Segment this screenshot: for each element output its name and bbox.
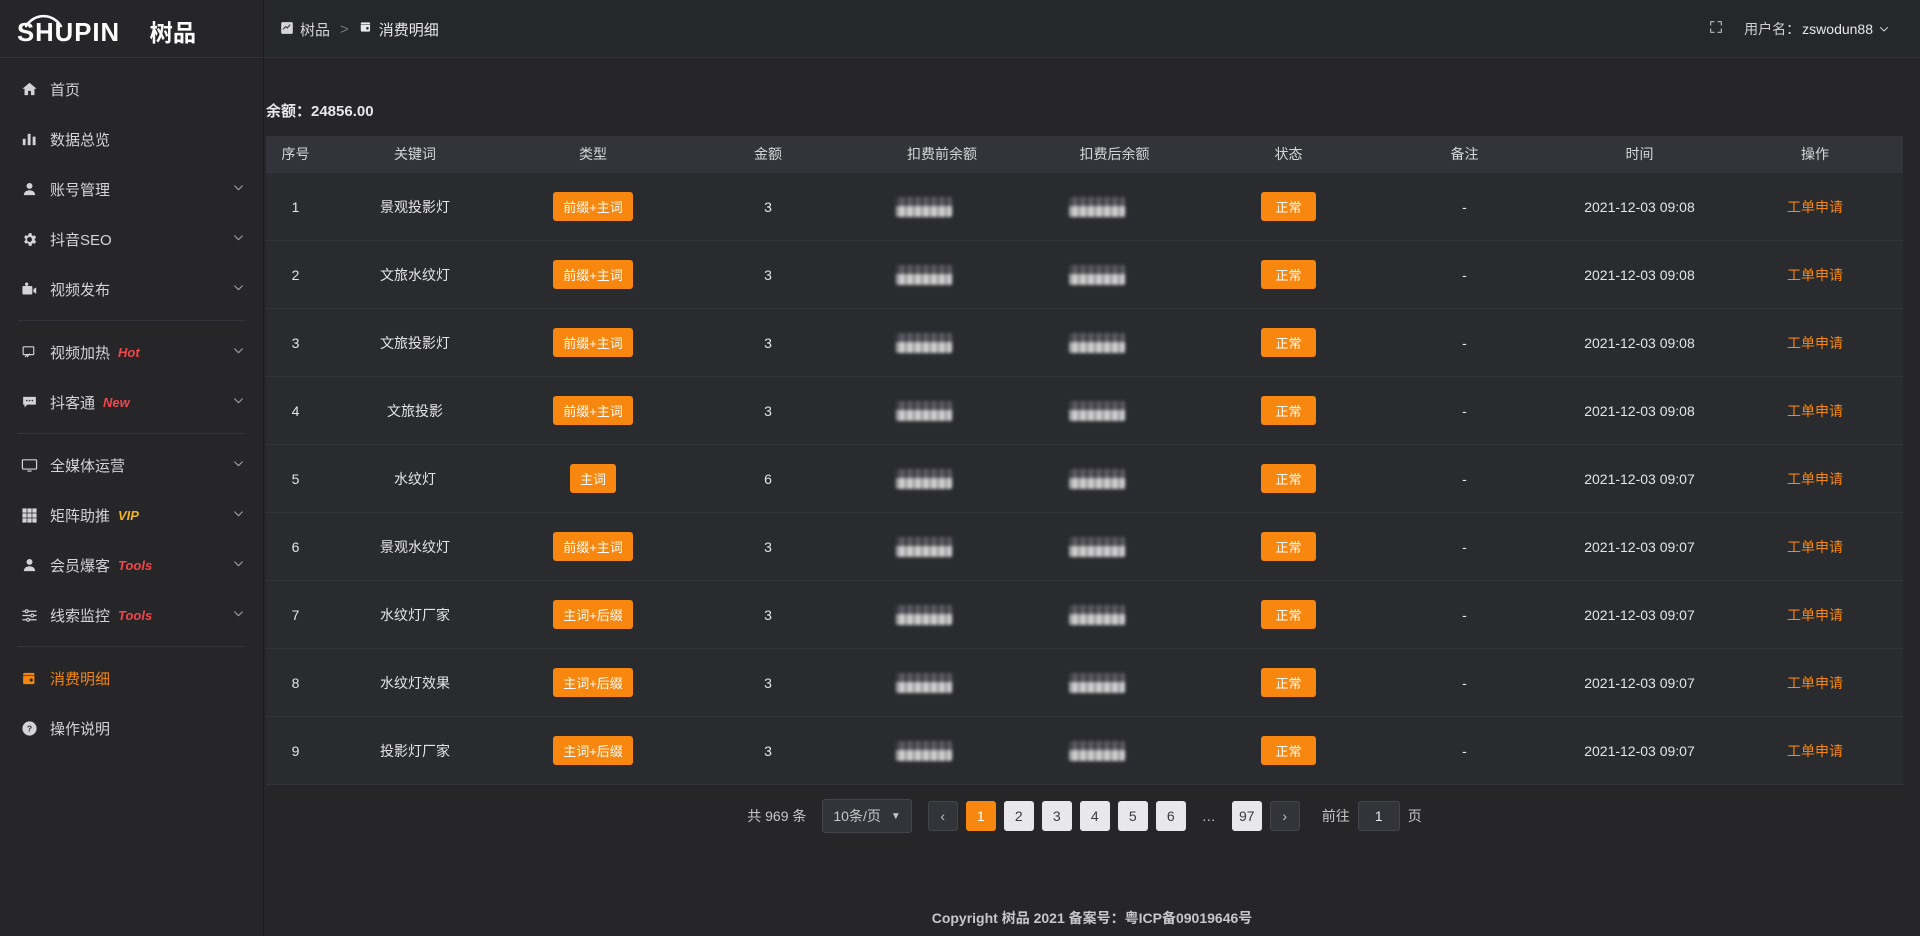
svg-text:SHUPIN: SHUPIN	[17, 19, 120, 46]
svg-text:树品: 树品	[150, 14, 196, 46]
svg-text:?: ?	[26, 723, 31, 733]
